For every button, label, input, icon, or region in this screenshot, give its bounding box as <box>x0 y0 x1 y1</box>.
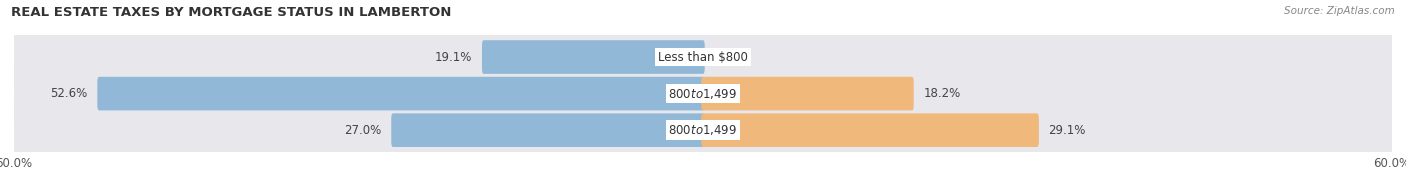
Text: 0.0%: 0.0% <box>714 51 744 64</box>
FancyBboxPatch shape <box>482 40 704 74</box>
Text: 19.1%: 19.1% <box>434 51 472 64</box>
Text: $800 to $1,499: $800 to $1,499 <box>668 123 738 137</box>
FancyBboxPatch shape <box>391 113 704 147</box>
FancyBboxPatch shape <box>14 25 1392 89</box>
Text: 29.1%: 29.1% <box>1049 124 1085 137</box>
FancyBboxPatch shape <box>14 98 1392 162</box>
FancyBboxPatch shape <box>97 77 704 110</box>
Text: 27.0%: 27.0% <box>344 124 381 137</box>
FancyBboxPatch shape <box>702 113 1039 147</box>
Text: 52.6%: 52.6% <box>51 87 87 100</box>
FancyBboxPatch shape <box>702 77 914 110</box>
Text: REAL ESTATE TAXES BY MORTGAGE STATUS IN LAMBERTON: REAL ESTATE TAXES BY MORTGAGE STATUS IN … <box>11 6 451 19</box>
Text: Source: ZipAtlas.com: Source: ZipAtlas.com <box>1284 6 1395 16</box>
Text: 18.2%: 18.2% <box>924 87 960 100</box>
FancyBboxPatch shape <box>14 62 1392 126</box>
Text: $800 to $1,499: $800 to $1,499 <box>668 87 738 101</box>
Text: Less than $800: Less than $800 <box>658 51 748 64</box>
